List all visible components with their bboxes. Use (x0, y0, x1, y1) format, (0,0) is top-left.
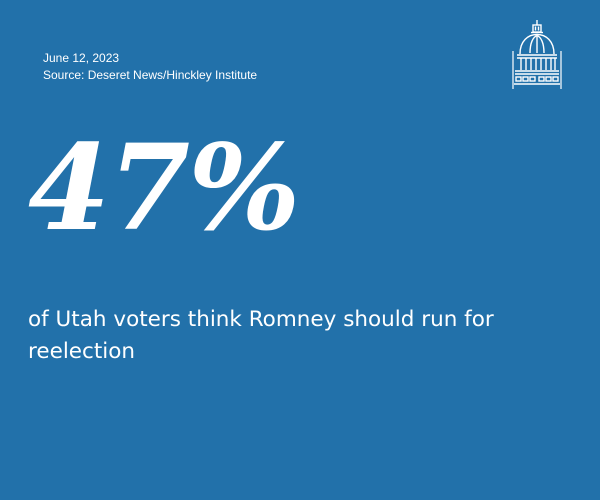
stat-caption: of Utah voters think Romney should run f… (28, 307, 494, 364)
meta-info: June 12, 2023 Source: Deseret News/Hinck… (43, 50, 257, 84)
publish-date: June 12, 2023 (43, 51, 120, 65)
source-line: Source: Deseret News/Hinckley Institute (43, 68, 258, 82)
capitol-dome-icon (512, 20, 562, 89)
headline-percentage: 47% (28, 118, 300, 257)
